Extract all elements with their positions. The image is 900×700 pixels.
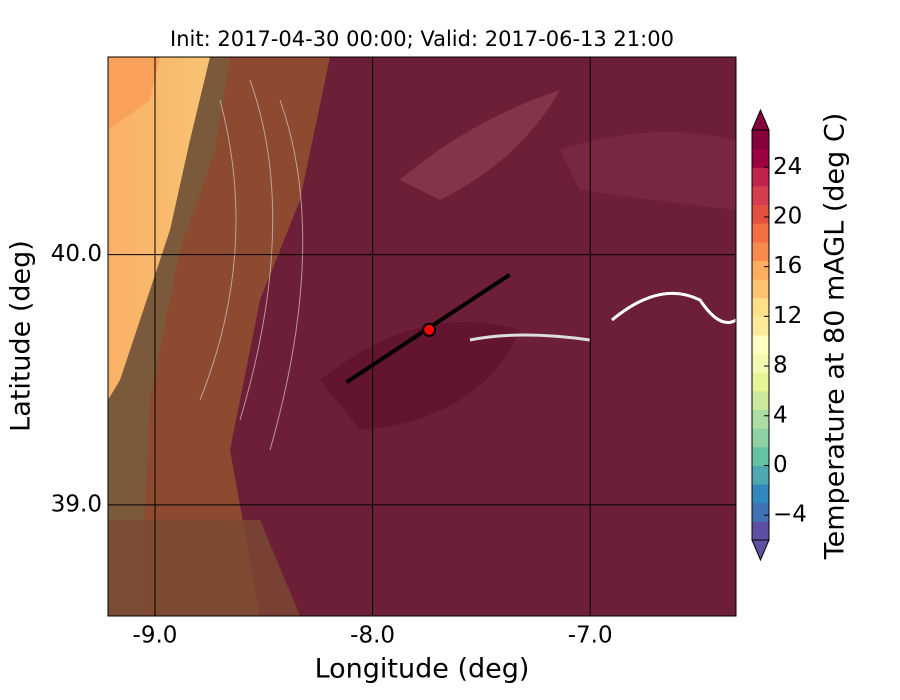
x-tick-label: -8.0 (350, 623, 395, 649)
colorbar-tick-label: 20 (773, 203, 802, 229)
colorbar-segment (752, 428, 769, 448)
colorbar-segment (752, 353, 769, 373)
plot-frame (107, 56, 737, 617)
colorbar-tick-label: 8 (773, 353, 788, 379)
colorbar-segment (752, 148, 769, 168)
colorbar-extend-high (751, 108, 770, 131)
colorbar-segment (752, 167, 769, 187)
colorbar-segment (752, 297, 769, 317)
colorbar-segment (752, 335, 769, 355)
colorbar-segment (752, 484, 769, 504)
colorbar-segment (752, 223, 769, 243)
y-tick-label: 39.0 (51, 491, 102, 517)
chart-title: Init: 2017-04-30 00:00; Valid: 2017-06-1… (170, 27, 674, 51)
map-field (108, 57, 736, 616)
x-tick-label: -9.0 (133, 623, 178, 649)
colorbar-segment (752, 279, 769, 299)
colorbar-segment (752, 316, 769, 336)
colorbar-segment (752, 502, 769, 522)
colorbar-tick-label: 4 (773, 402, 788, 428)
colorbar-tick-label: −4 (773, 502, 807, 528)
colorbar-tick-label: 24 (773, 154, 802, 180)
colorbar-segment (752, 130, 769, 150)
colorbar-segment (752, 241, 769, 261)
colorbar-segment (752, 185, 769, 206)
colorbar-segment (752, 260, 769, 280)
colorbar-segment (752, 390, 769, 411)
y-tick-label: 40.0 (51, 241, 102, 267)
colorbar-segment (752, 409, 769, 429)
colorbar-segment (752, 446, 769, 466)
colorbar-frame (751, 129, 770, 541)
colorbar-segment (752, 372, 769, 392)
colorbar-segment (752, 204, 769, 224)
colorbar-label: Temperature at 80 mAGL (deg C) (820, 113, 851, 561)
colorbar-segment (752, 465, 769, 485)
x-tick-label: -7.0 (568, 623, 613, 649)
colorbar-tick-label: 16 (773, 253, 802, 279)
colorbar-extend-low (751, 539, 770, 562)
colorbar-segment (752, 521, 769, 541)
y-axis-label: Latitude (deg) (6, 240, 37, 432)
colorbar-tick-label: 12 (773, 303, 802, 329)
x-axis-label: Longitude (deg) (315, 654, 530, 685)
colorbar-tick-label: 0 (773, 452, 788, 478)
site-marker (422, 322, 437, 337)
